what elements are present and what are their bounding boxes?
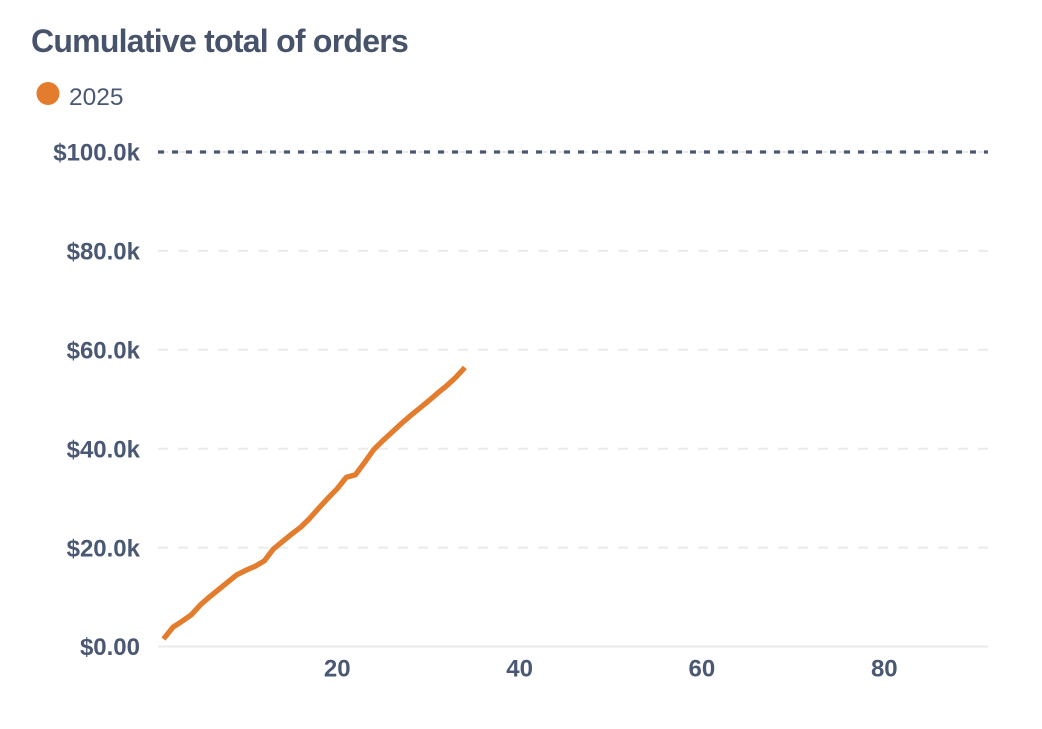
svg-text:$80.0k: $80.0k <box>67 239 141 266</box>
svg-text:60: 60 <box>689 656 716 683</box>
svg-text:$0.00: $0.00 <box>80 634 140 661</box>
svg-text:Cumulative total of orders: Cumulative total of orders <box>31 23 408 59</box>
svg-text:$100.0k: $100.0k <box>53 140 140 167</box>
svg-text:20: 20 <box>324 656 351 683</box>
svg-text:80: 80 <box>871 656 898 683</box>
svg-text:2025: 2025 <box>69 84 124 111</box>
svg-text:$40.0k: $40.0k <box>67 436 141 463</box>
svg-text:$60.0k: $60.0k <box>67 338 141 365</box>
svg-text:$20.0k: $20.0k <box>67 535 141 562</box>
svg-text:40: 40 <box>506 656 533 683</box>
